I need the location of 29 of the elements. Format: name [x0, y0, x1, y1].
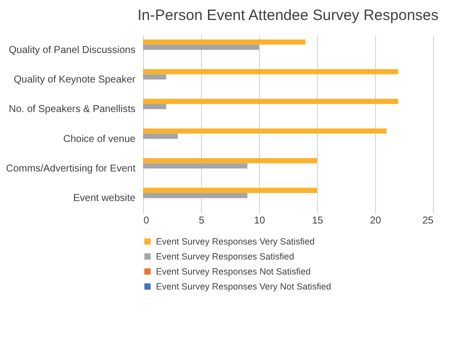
bar — [143, 188, 317, 193]
bar — [143, 134, 178, 139]
bar — [143, 104, 166, 110]
chart-title: In-Person Event Attendee Survey Responses — [137, 7, 439, 24]
x-tick-label: 20 — [370, 216, 382, 226]
y-tick-label: Comms/Advertising for Event — [6, 164, 136, 174]
legend-label: Event Survey Responses Not Satisfied — [156, 266, 311, 276]
bar — [143, 69, 398, 74]
bar — [143, 192, 248, 198]
bar — [143, 128, 387, 134]
bar — [143, 158, 317, 164]
legend-label: Event Survey Responses Very Not Satisfied — [156, 282, 332, 292]
bar — [143, 39, 306, 45]
y-tick-label: Quality of Keynote Speaker — [14, 74, 136, 86]
y-tick-label: Quality of Panel Discussions — [8, 44, 136, 56]
bar — [143, 74, 166, 80]
x-tick-label: 15 — [312, 216, 324, 226]
y-tick-label: No. of Speakers & Panellists — [8, 104, 136, 116]
x-tick-label: 5 — [198, 216, 205, 226]
bar — [143, 98, 398, 104]
legend-label: Event Survey Responses Satisfied — [156, 252, 294, 262]
y-tick-label: Event website — [73, 193, 136, 204]
y-tick-label: Choice of venue — [63, 134, 136, 145]
x-tick-label: 10 — [254, 216, 266, 226]
x-tick-label: 0 — [144, 216, 150, 226]
bar — [143, 163, 248, 168]
bar — [143, 44, 259, 50]
x-tick-label: 25 — [422, 216, 434, 226]
legend-label: Event Survey Responses Very Satisfied — [156, 236, 315, 246]
